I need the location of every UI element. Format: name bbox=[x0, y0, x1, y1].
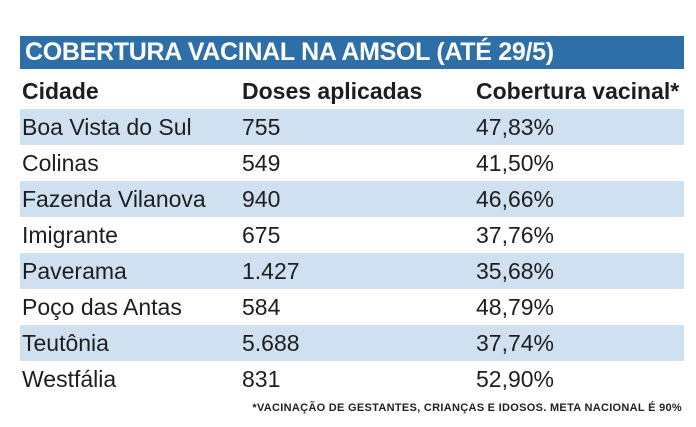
cell-coverage: 37,76% bbox=[476, 222, 555, 248]
cell-coverage: 47,83% bbox=[476, 114, 555, 140]
header-coverage: Cobertura vacinal* bbox=[476, 78, 680, 104]
cell-doses: 675 bbox=[242, 222, 281, 248]
table-header-row: Cidade Doses aplicadas Cobertura vacinal… bbox=[20, 74, 684, 109]
header-doses: Doses aplicadas bbox=[242, 78, 423, 104]
cell-city: Fazenda Vilanova bbox=[22, 186, 206, 212]
table-row: Westfália 831 52,90% bbox=[20, 361, 684, 397]
vaccination-table: Cidade Doses aplicadas Cobertura vacinal… bbox=[20, 74, 684, 397]
cell-doses: 831 bbox=[242, 366, 281, 392]
cell-coverage: 35,68% bbox=[476, 258, 555, 284]
table-row: Paverama 1.427 35,68% bbox=[20, 253, 684, 289]
cell-city: Poço das Antas bbox=[22, 294, 182, 320]
cell-doses: 755 bbox=[242, 114, 281, 140]
cell-city: Paverama bbox=[22, 258, 127, 284]
footnote: *VACINAÇÃO DE GESTANTES, CRIANÇAS E IDOS… bbox=[252, 402, 682, 414]
cell-coverage: 37,74% bbox=[476, 330, 555, 356]
header-city: Cidade bbox=[22, 78, 99, 104]
cell-doses: 5.688 bbox=[242, 330, 300, 356]
cell-coverage: 52,90% bbox=[476, 366, 555, 392]
cell-doses: 940 bbox=[242, 186, 281, 212]
cell-doses: 584 bbox=[242, 294, 281, 320]
cell-city: Teutônia bbox=[22, 330, 109, 356]
table-title: COBERTURA VACINAL NA AMSOL (ATÉ 29/5) bbox=[20, 36, 684, 69]
cell-city: Boa Vista do Sul bbox=[22, 114, 192, 140]
cell-coverage: 41,50% bbox=[476, 150, 555, 176]
cell-doses: 549 bbox=[242, 150, 281, 176]
cell-doses: 1.427 bbox=[242, 258, 300, 284]
cell-city: Imigrante bbox=[22, 222, 118, 248]
table-row: Imigrante 675 37,76% bbox=[20, 217, 684, 253]
table-row: Fazenda Vilanova 940 46,66% bbox=[20, 181, 684, 217]
cell-coverage: 46,66% bbox=[476, 186, 555, 212]
table-row: Teutônia 5.688 37,74% bbox=[20, 325, 684, 361]
cell-city: Colinas bbox=[22, 150, 99, 176]
cell-city: Westfália bbox=[22, 366, 117, 392]
cell-coverage: 48,79% bbox=[476, 294, 555, 320]
table-row: Poço das Antas 584 48,79% bbox=[20, 289, 684, 325]
table-row: Colinas 549 41,50% bbox=[20, 145, 684, 181]
table-row: Boa Vista do Sul 755 47,83% bbox=[20, 109, 684, 145]
